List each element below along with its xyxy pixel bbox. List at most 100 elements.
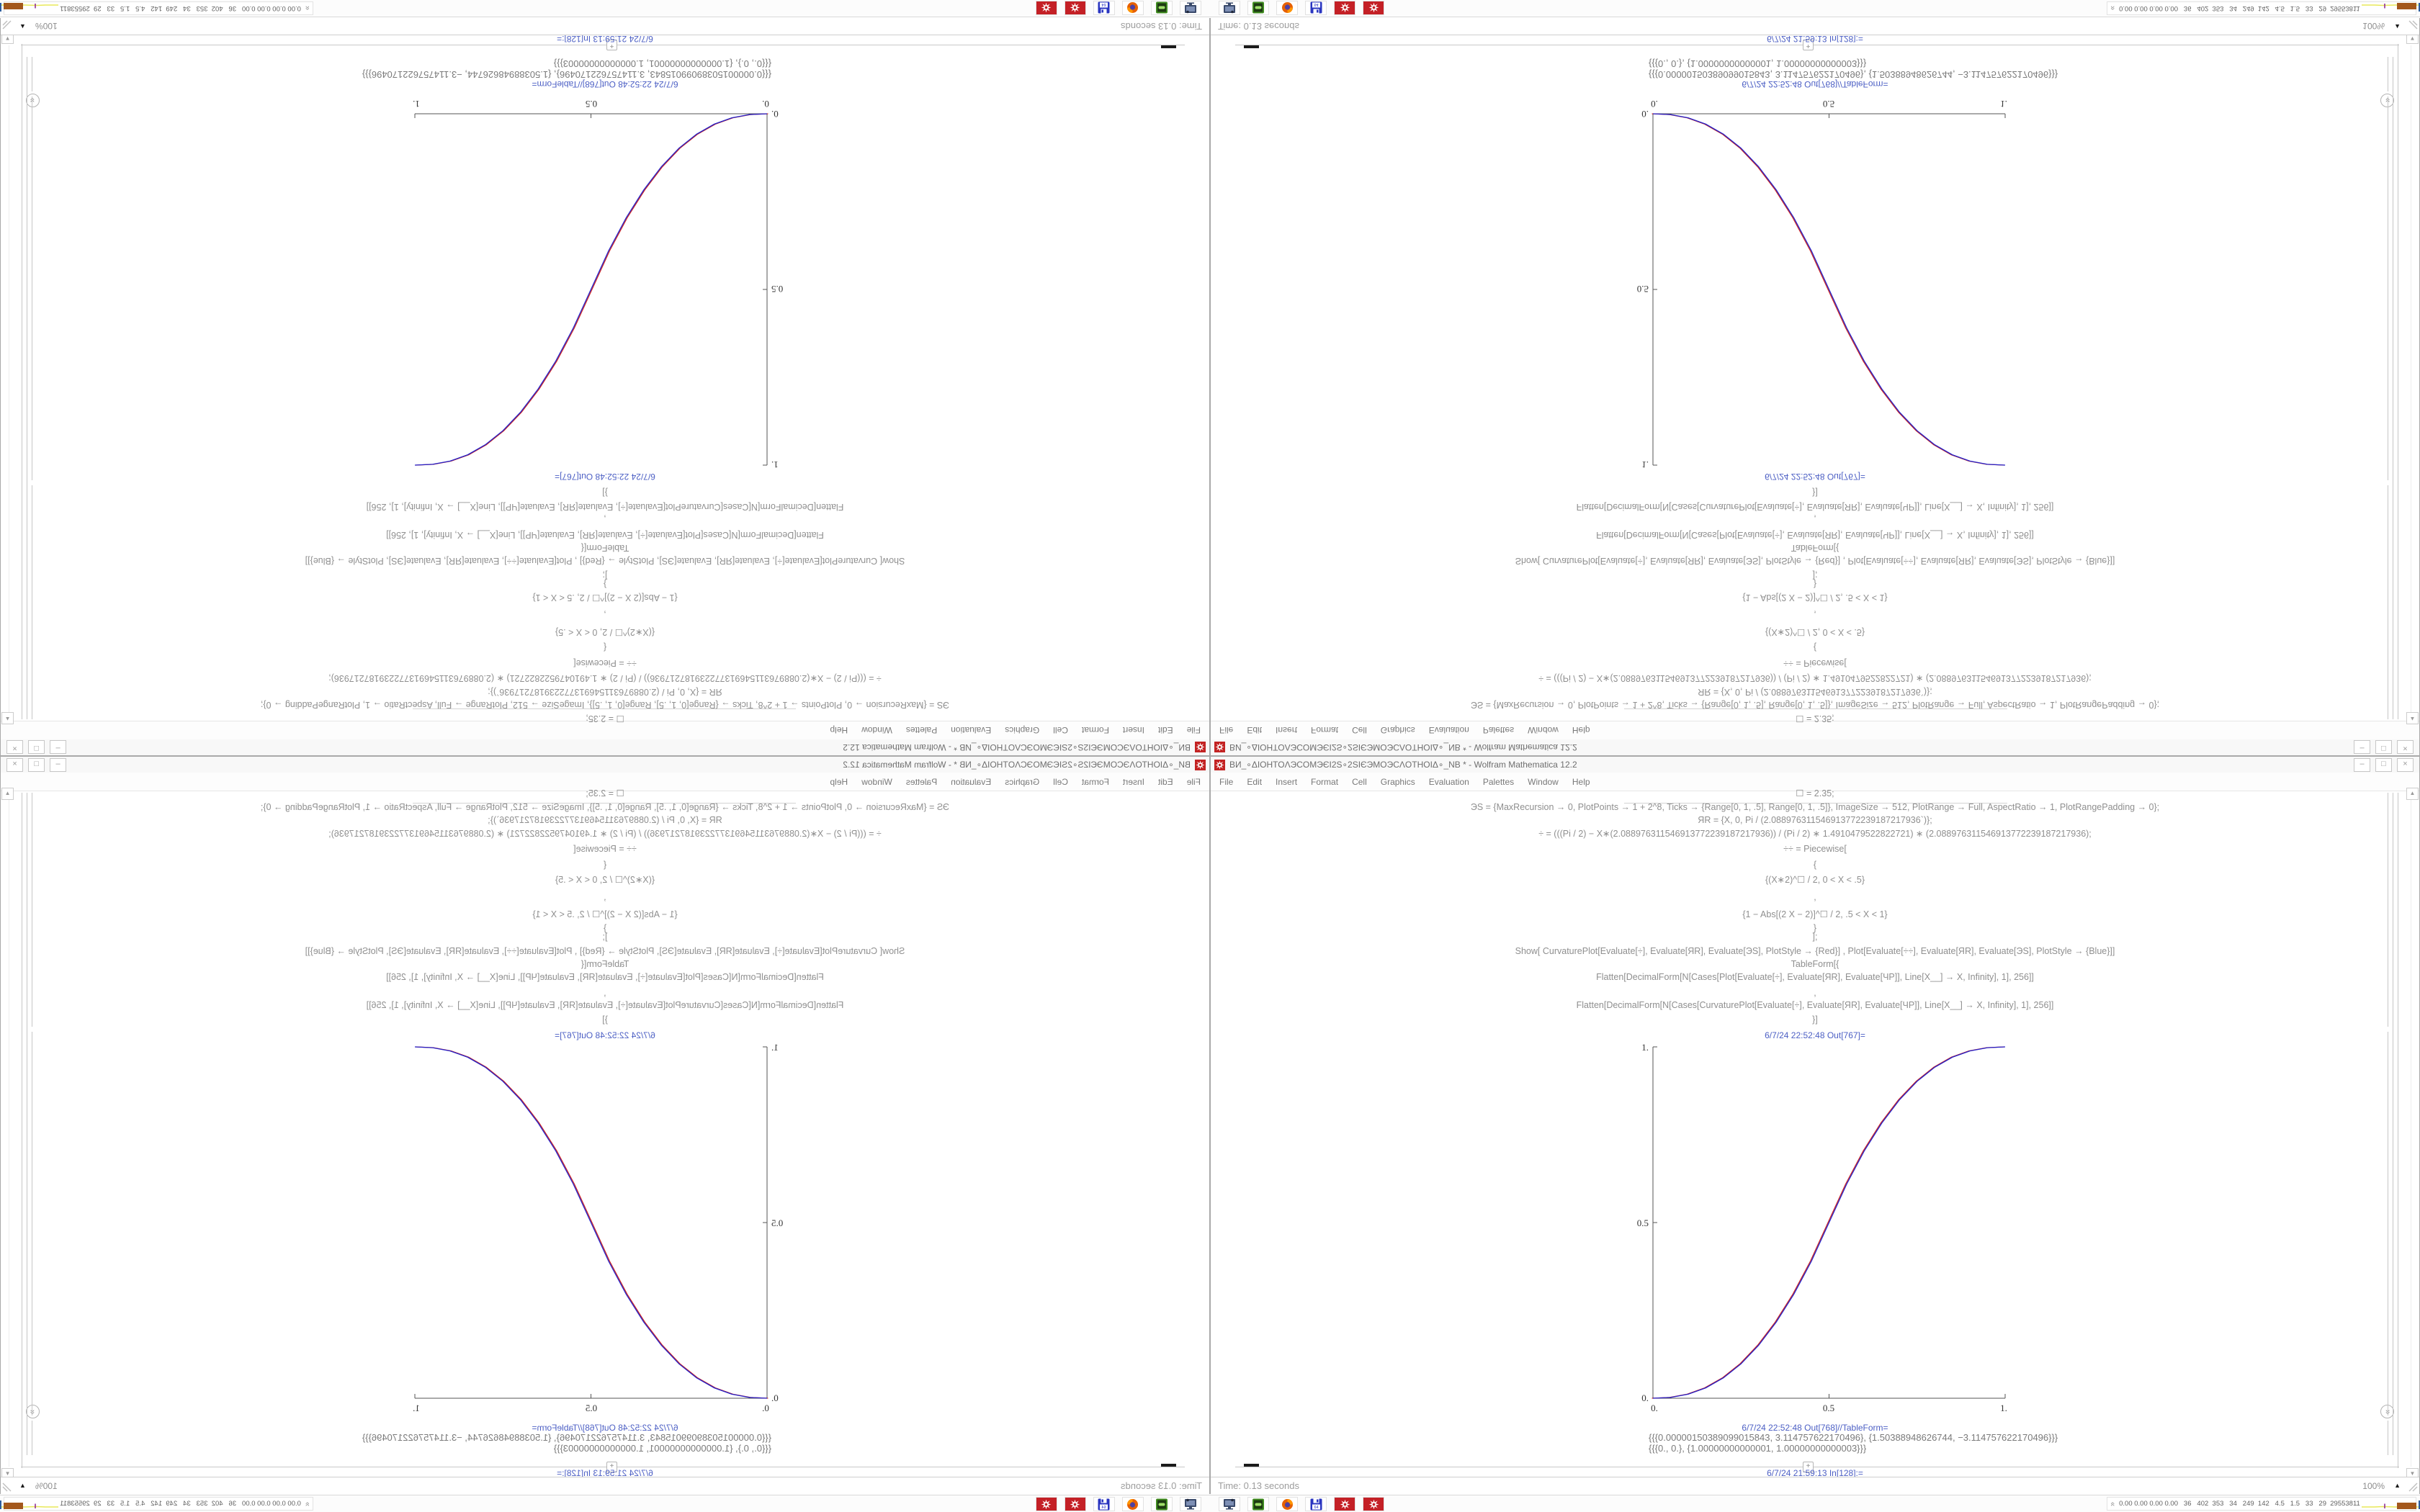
taskbar-app-vice64[interactable]: 64	[1305, 1, 1327, 15]
taskbar-app-vice64[interactable]: 64	[1093, 1497, 1115, 1511]
title-bar[interactable]: ВИ_∘ΔIOHTOΛЭCOMЭЄI2S∘2SIЄЭMOЭCΛOTHOIΔ∘_N…	[1, 739, 1209, 755]
resize-grip-icon[interactable]	[2, 20, 14, 32]
code-line[interactable]: ,	[604, 892, 606, 902]
menu-evaluation[interactable]: Evaluation	[951, 776, 992, 787]
menu-cell[interactable]: Cell	[1352, 725, 1367, 736]
menu-insert[interactable]: Insert	[1122, 776, 1144, 787]
code-line[interactable]: TableForm[{	[1791, 959, 1839, 969]
zoom-level-text[interactable]: 100%	[35, 21, 58, 31]
taskbar-app-rosette-1[interactable]	[1065, 1497, 1086, 1511]
taskbar-app-firefox[interactable]	[1122, 1, 1144, 15]
code-line[interactable]: ЭЅ = {MaxRecursion → 0, PlotPoints → 1 +…	[1470, 700, 2160, 710]
zoom-menu-icon[interactable]: ▲	[19, 1482, 26, 1489]
code-line[interactable]: ,	[1814, 514, 1816, 524]
menu-palettes[interactable]: Palettes	[1482, 725, 1515, 736]
code-line[interactable]: ,	[1814, 892, 1816, 902]
code-line[interactable]: ÷ = (((Pi / 2) − X∗(2.088976311546913772…	[328, 673, 882, 683]
code-line[interactable]: ,	[604, 514, 606, 524]
menu-file[interactable]: File	[1219, 725, 1234, 736]
code-line[interactable]: Flatten[DecimalForm[N[Cases[Plot[Evaluat…	[1596, 972, 2034, 982]
menu-edit[interactable]: Edit	[1247, 776, 1263, 787]
code-line[interactable]: ÷ = (((Pi / 2) − X∗(2.088976311546913772…	[1538, 673, 2092, 683]
taskbar-app-rosette-1[interactable]	[1334, 1497, 1355, 1511]
code-line[interactable]: ÷ = (((Pi / 2) − X∗(2.088976311546913772…	[328, 829, 882, 839]
zoom-level-text[interactable]: 100%	[2362, 21, 2385, 31]
taskbar-app-green-device[interactable]	[1151, 1497, 1173, 1511]
minimize-button[interactable]: –	[2354, 740, 2370, 754]
menu-help[interactable]: Help	[1572, 725, 1590, 736]
code-line[interactable]: ☐ = 2.35;	[586, 714, 624, 724]
code-line[interactable]: {(X∗2)^☐ / 2, 0 < X < .5}	[1765, 875, 1865, 885]
code-line[interactable]: Flatten[DecimalForm[N[Cases[CurvaturePlo…	[1576, 1000, 2054, 1010]
code-line[interactable]: ÷÷ = Piecewise[	[573, 844, 637, 854]
horizontal-scrollbar-thumb[interactable]	[1244, 45, 1259, 48]
menu-format[interactable]: Format	[1081, 776, 1109, 787]
scrollbar-up-arrow[interactable]: ▲	[1, 788, 14, 800]
taskbar-app-rosette-1[interactable]	[1065, 1, 1086, 15]
menu-evaluation[interactable]: Evaluation	[951, 725, 992, 736]
menu-file[interactable]: File	[1186, 725, 1201, 736]
taskbar-app-firefox[interactable]	[1276, 1, 1298, 15]
code-line[interactable]: {	[603, 860, 607, 870]
code-line[interactable]: }]	[1812, 1014, 1818, 1025]
code-line[interactable]: ☐ = 2.35;	[1796, 788, 1834, 798]
taskbar-app-green-device[interactable]	[1151, 1, 1173, 15]
taskbar-app-firefox[interactable]	[1276, 1497, 1298, 1511]
menu-edit[interactable]: Edit	[1157, 725, 1173, 736]
menu-palettes[interactable]: Palettes	[905, 725, 938, 736]
minimize-button[interactable]: –	[50, 740, 66, 754]
close-button[interactable]: ×	[6, 758, 23, 772]
code-line[interactable]: ,	[604, 988, 606, 998]
taskbar-app-monitor[interactable]	[1219, 1497, 1240, 1511]
code-line[interactable]: TableForm[{	[581, 543, 629, 553]
code-line[interactable]: }]	[1812, 487, 1818, 498]
code-line[interactable]: ];	[1812, 570, 1818, 580]
code-line[interactable]: Show[ CurvaturePlot[Evaluate[÷], Evaluat…	[1515, 556, 2115, 566]
taskbar-app-monitor[interactable]	[1180, 1, 1201, 15]
code-line[interactable]: ☐ = 2.35;	[1796, 714, 1834, 724]
cell-elide-button[interactable]: «	[26, 1405, 40, 1418]
taskbar-app-green-device[interactable]	[1247, 1, 1269, 15]
system-tray[interactable]: « 0.00 0.00 0.00 0.00 36 402 353 34 249 …	[0, 1497, 313, 1511]
title-bar[interactable]: ВИ_∘ΔIOHTOΛЭCOMЭЄI2S∘2SIЄЭMOЭCΛOTHOIΔ∘_N…	[1211, 757, 2419, 773]
taskbar-app-vice64[interactable]: 64	[1093, 1, 1115, 15]
code-line[interactable]: ];	[602, 570, 608, 580]
code-line[interactable]: ];	[602, 932, 608, 942]
code-line[interactable]: {	[603, 642, 607, 652]
code-line[interactable]: }]	[602, 487, 608, 498]
menu-cell[interactable]: Cell	[1053, 725, 1068, 736]
close-button[interactable]: ×	[2397, 758, 2414, 772]
code-line[interactable]: Flatten[DecimalForm[N[Cases[CurvaturePlo…	[366, 1000, 844, 1010]
code-line[interactable]: {1 − Abs[(2 X − 2)]^☐ / 2, .5 < X < 1}	[1742, 909, 1888, 919]
taskbar-app-rosette-2[interactable]	[1036, 1, 1057, 15]
menu-help[interactable]: Help	[830, 776, 848, 787]
title-bar[interactable]: ВИ_∘ΔIOHTOΛЭCOMЭЄI2S∘2SIЄЭMOЭCΛOTHOIΔ∘_N…	[1211, 739, 2419, 755]
taskbar-app-rosette-2[interactable]	[1363, 1, 1384, 15]
menu-format[interactable]: Format	[1311, 776, 1339, 787]
code-line[interactable]: ,	[604, 610, 606, 620]
menu-palettes[interactable]: Palettes	[905, 776, 938, 787]
menu-file[interactable]: File	[1186, 776, 1201, 787]
menu-window[interactable]: Window	[861, 725, 892, 736]
code-line[interactable]: {(X∗2)^☐ / 2, 0 < X < .5}	[1765, 627, 1865, 637]
maximize-button[interactable]: □	[28, 740, 45, 754]
minimize-button[interactable]: –	[2354, 758, 2370, 772]
code-line[interactable]: ,	[1814, 988, 1816, 998]
menu-graphics[interactable]: Graphics	[1380, 725, 1415, 736]
system-tray[interactable]: « 0.00 0.00 0.00 0.00 36 402 353 34 249 …	[2107, 1497, 2420, 1511]
horizontal-scrollbar-thumb[interactable]	[1244, 1464, 1259, 1467]
menu-graphics[interactable]: Graphics	[1005, 725, 1040, 736]
code-line[interactable]: ÷ = (((Pi / 2) − X∗(2.088976311546913772…	[1538, 829, 2092, 839]
code-line[interactable]: {(X∗2)^☐ / 2, 0 < X < .5}	[555, 875, 655, 885]
menu-file[interactable]: File	[1219, 776, 1234, 787]
scrollbar-up-arrow[interactable]: ▲	[1, 712, 14, 724]
code-line[interactable]: Show[ CurvaturePlot[Evaluate[÷], Evaluat…	[305, 946, 905, 956]
code-line[interactable]: ЭЅ = {MaxRecursion → 0, PlotPoints → 1 +…	[260, 802, 950, 812]
code-line[interactable]: ];	[1812, 932, 1818, 942]
taskbar-app-rosette-2[interactable]	[1036, 1497, 1057, 1511]
menu-format[interactable]: Format	[1081, 725, 1109, 736]
code-line[interactable]: Flatten[DecimalForm[N[Cases[Plot[Evaluat…	[1596, 530, 2034, 540]
taskbar-app-vice64[interactable]: 64	[1305, 1497, 1327, 1511]
code-line[interactable]: ÷÷ = Piecewise[	[1783, 658, 1847, 668]
menu-cell[interactable]: Cell	[1352, 776, 1367, 787]
